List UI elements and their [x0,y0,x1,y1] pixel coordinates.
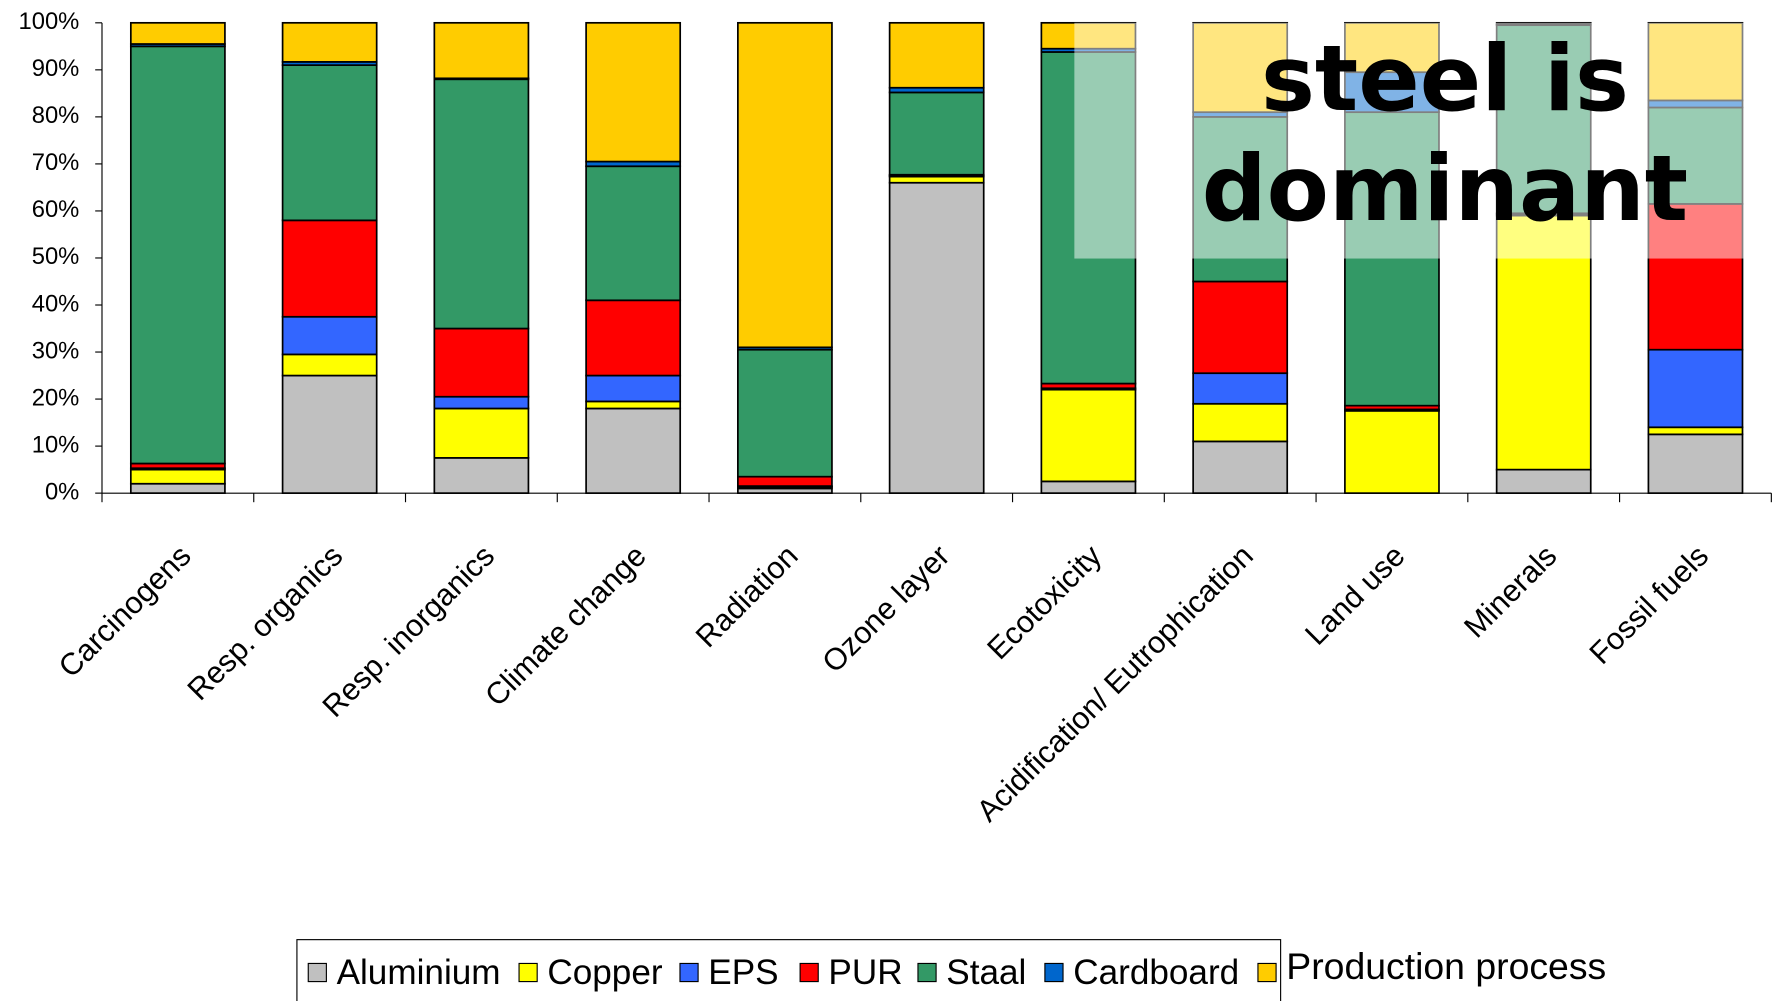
legend-swatch [1044,962,1064,983]
bar-segment [129,21,226,45]
annotation-text: steel is [1261,27,1629,132]
y-tick-label: 90% [32,55,80,82]
bar-segment [585,299,682,377]
x-tick-label: Ecotoxicity [981,538,1109,666]
bar-segment [433,457,530,494]
bar-segment [1344,409,1440,494]
bar-segment [1192,402,1289,443]
bar-segment [1647,433,1744,494]
bar-segment [433,407,530,459]
x-tick-label: Fossil fuels [1583,539,1715,671]
bar-segment [129,468,226,485]
bar-segment [737,475,833,487]
bar-segment [433,21,530,80]
bar-segment [1040,388,1137,483]
bar-segment [888,91,985,176]
bar-segment [129,482,226,494]
bar-segment [1192,372,1289,405]
bar-segment [585,400,682,410]
bar-segment [129,45,226,465]
legend-label: Production process [1286,945,1606,987]
x-tick-label: Climate change [479,539,653,713]
bar-segment [1647,426,1744,436]
y-tick-label: 20% [32,384,80,411]
y-tick-label: 80% [32,102,80,129]
bar-segment [888,21,985,89]
bar-segment [281,219,378,318]
annotation-text: dominant [1202,137,1688,242]
x-tick-label: Radiation [689,539,804,654]
bar-segment [1192,440,1289,494]
x-tick-label: Acidification/ Eutrophication [970,539,1260,829]
bar-segment [433,327,530,398]
bar-segment [1192,280,1289,375]
legend-swatch [1257,962,1277,983]
bar-segment [281,64,378,222]
legend-label: Cardboard [1073,953,1239,992]
legend-swatch [917,962,937,983]
y-tick-label: 70% [32,149,80,176]
legend-label: Copper [547,953,663,992]
bar-segment [585,407,682,494]
y-tick-label: 40% [32,290,80,317]
bar-segment [281,21,378,63]
legend-swatch [799,962,819,983]
x-tick-label: Land use [1299,539,1412,652]
legend-label: Aluminium [337,953,501,992]
bar-segment [888,181,985,494]
legend-swatch [307,962,327,983]
legend-label: EPS [708,953,778,992]
y-tick-label: 60% [32,196,80,223]
bar-segment [433,395,530,410]
legend-label: Staal [946,953,1026,992]
bar-segment [1040,480,1137,494]
annotation: steel is dominant [1074,22,1777,259]
x-tick-label: Ozone layer [816,539,957,680]
bar-segment [888,175,985,184]
legend-swatch [679,962,699,983]
bar-segment [281,315,378,356]
y-tick-label: 0% [45,478,79,505]
bar-segment [737,348,833,478]
bar-segment [281,353,378,377]
y-tick-label: 100% [19,8,80,35]
bar-segment [433,78,530,330]
x-tick-label: Carcinogens [52,539,197,684]
legend-box [296,939,1282,1001]
x-tick-label: Resp. organics [181,539,349,707]
bar-segment [1495,468,1592,494]
y-tick-label: 30% [32,337,80,364]
legend-swatch [518,962,538,983]
bar-segment [737,21,833,349]
bar-segment [585,165,682,302]
legend-label: PUR [828,953,902,992]
legend: Aluminium Copper EPS PUR Staal Cardboard Produ… [307,945,1606,992]
bar-segment [585,374,682,403]
x-tick-label: Minerals [1458,539,1564,645]
annotation-box [1074,22,1777,259]
bar-segment [585,21,682,163]
bar-segment [281,374,378,494]
y-tick-label: 50% [32,243,80,270]
y-tick-label: 10% [32,431,80,458]
bar-segment [1647,348,1744,429]
